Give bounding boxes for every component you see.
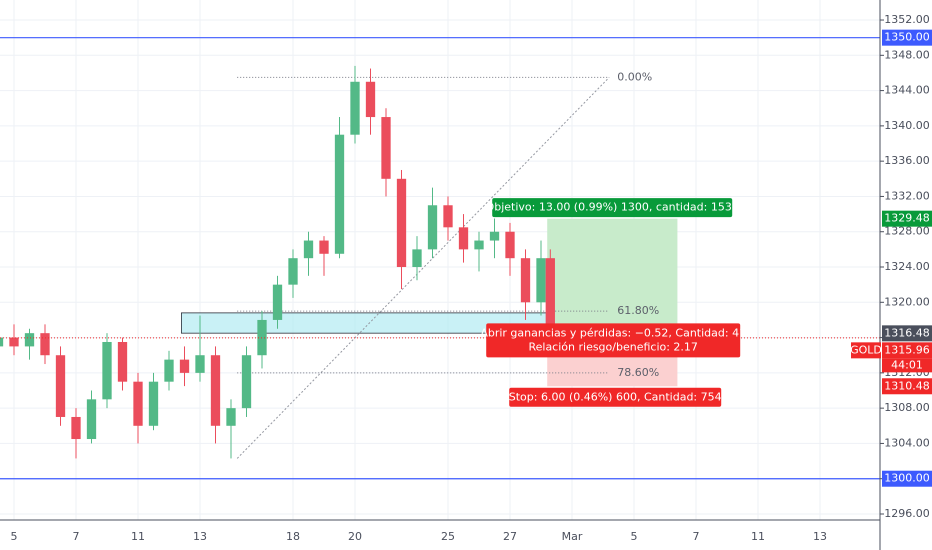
candle-body <box>474 240 484 250</box>
candle-body <box>505 231 515 259</box>
candle-body <box>117 341 128 382</box>
y-tick-label: 1344.00 <box>884 84 930 97</box>
candle-body <box>102 341 112 400</box>
target-text: Objetivo: 13.00 (0.99%) 1300, cantidad: … <box>486 201 739 214</box>
x-tick-label: 18 <box>286 530 300 543</box>
x-tick-label: 27 <box>503 530 517 543</box>
candle-body <box>381 117 391 179</box>
candle-body <box>40 333 50 356</box>
fib-label: 0.00% <box>617 70 652 83</box>
y-tick-label: 1320.00 <box>884 295 930 308</box>
candle-body <box>288 258 298 285</box>
price-tag-label: 1310.48 <box>884 379 930 392</box>
price-tag-label: 1316.48 <box>884 326 930 339</box>
countdown-label: 44:01 <box>891 358 923 371</box>
candle-body <box>536 258 546 303</box>
symbol-tag <box>851 342 881 359</box>
target-box <box>492 198 733 218</box>
candle-body <box>520 258 531 303</box>
y-tick-label: 1336.00 <box>884 154 930 167</box>
y-tick-label: 1304.00 <box>884 436 930 449</box>
level-tag <box>882 470 932 487</box>
target-area <box>547 218 678 334</box>
candle-body <box>412 249 422 268</box>
candle-body <box>210 355 221 426</box>
candle-body <box>443 205 453 228</box>
pnl-text: Abrir ganancias y pérdidas: −0.52, Canti… <box>480 326 746 339</box>
y-tick-label: 1332.00 <box>884 189 930 202</box>
x-tick-label: 11 <box>751 530 765 543</box>
price-tag <box>882 210 932 227</box>
stop-text: Stop: 6.00 (0.46%) 600, Cantidad: 754 <box>509 390 722 403</box>
y-tick-label: 1348.00 <box>884 48 930 61</box>
candle-body <box>0 337 4 347</box>
price-tag-label: 1329.48 <box>884 212 930 225</box>
x-tick-label: 7 <box>693 530 700 543</box>
x-tick-label: 5 <box>631 530 638 543</box>
candle-body <box>350 81 360 135</box>
candle-body <box>272 284 283 320</box>
candle-body <box>303 240 314 259</box>
x-tick-label: 13 <box>193 530 207 543</box>
candle-body <box>195 355 205 373</box>
candle-body <box>148 381 159 426</box>
candle-body <box>458 227 469 250</box>
candle-body <box>24 333 35 347</box>
level-tag-label: 1300.00 <box>884 472 930 485</box>
x-tick-label: 13 <box>813 530 827 543</box>
price-tag <box>882 378 932 395</box>
fib-label: 78.60% <box>617 366 659 379</box>
candle-body <box>9 337 19 347</box>
x-tick-label: 25 <box>441 530 455 543</box>
candle-body <box>86 399 97 440</box>
x-tick-label: Mar <box>562 530 583 543</box>
level-tag <box>882 29 932 46</box>
candle-body <box>365 81 376 118</box>
symbol-label: GOLD <box>850 343 882 356</box>
y-tick-label: 1328.00 <box>884 225 930 238</box>
countdown-tag <box>882 358 932 373</box>
price-tag-label: 1315.96 <box>884 343 930 356</box>
candle-body <box>396 178 407 268</box>
candle-body <box>489 231 500 241</box>
candle-body <box>427 205 438 250</box>
level-tag-label: 1350.00 <box>884 31 930 44</box>
candle-body <box>319 240 329 254</box>
x-tick-label: 20 <box>348 530 362 543</box>
y-tick-label: 1324.00 <box>884 260 930 273</box>
price-tag <box>882 325 932 342</box>
candle-body <box>257 319 267 356</box>
candle-body <box>226 408 236 426</box>
y-tick-label: 1296.00 <box>884 507 930 520</box>
pnl-box <box>486 323 741 358</box>
candle-body <box>179 359 190 373</box>
fib-trend <box>236 77 610 459</box>
candle-body <box>334 134 345 254</box>
ratio-text: Relación riesgo/beneficio: 2.17 <box>528 340 697 353</box>
candle-body <box>71 416 81 440</box>
price-tag <box>882 342 932 359</box>
candle-body <box>133 381 143 426</box>
axis-bg <box>880 0 932 550</box>
fib-label: 61.80% <box>617 304 659 317</box>
x-tick-label: 7 <box>73 530 80 543</box>
y-tick-label: 1308.00 <box>884 401 930 414</box>
x-tick-label: 11 <box>131 530 145 543</box>
stop-box <box>509 387 722 407</box>
candle-body <box>55 355 66 417</box>
candle-body <box>164 359 174 382</box>
y-tick-label: 1352.00 <box>884 13 930 26</box>
y-tick-label: 1340.00 <box>884 119 930 132</box>
x-tick-label: 5 <box>10 530 17 543</box>
candle-body <box>545 258 555 338</box>
candle-body <box>241 355 252 409</box>
